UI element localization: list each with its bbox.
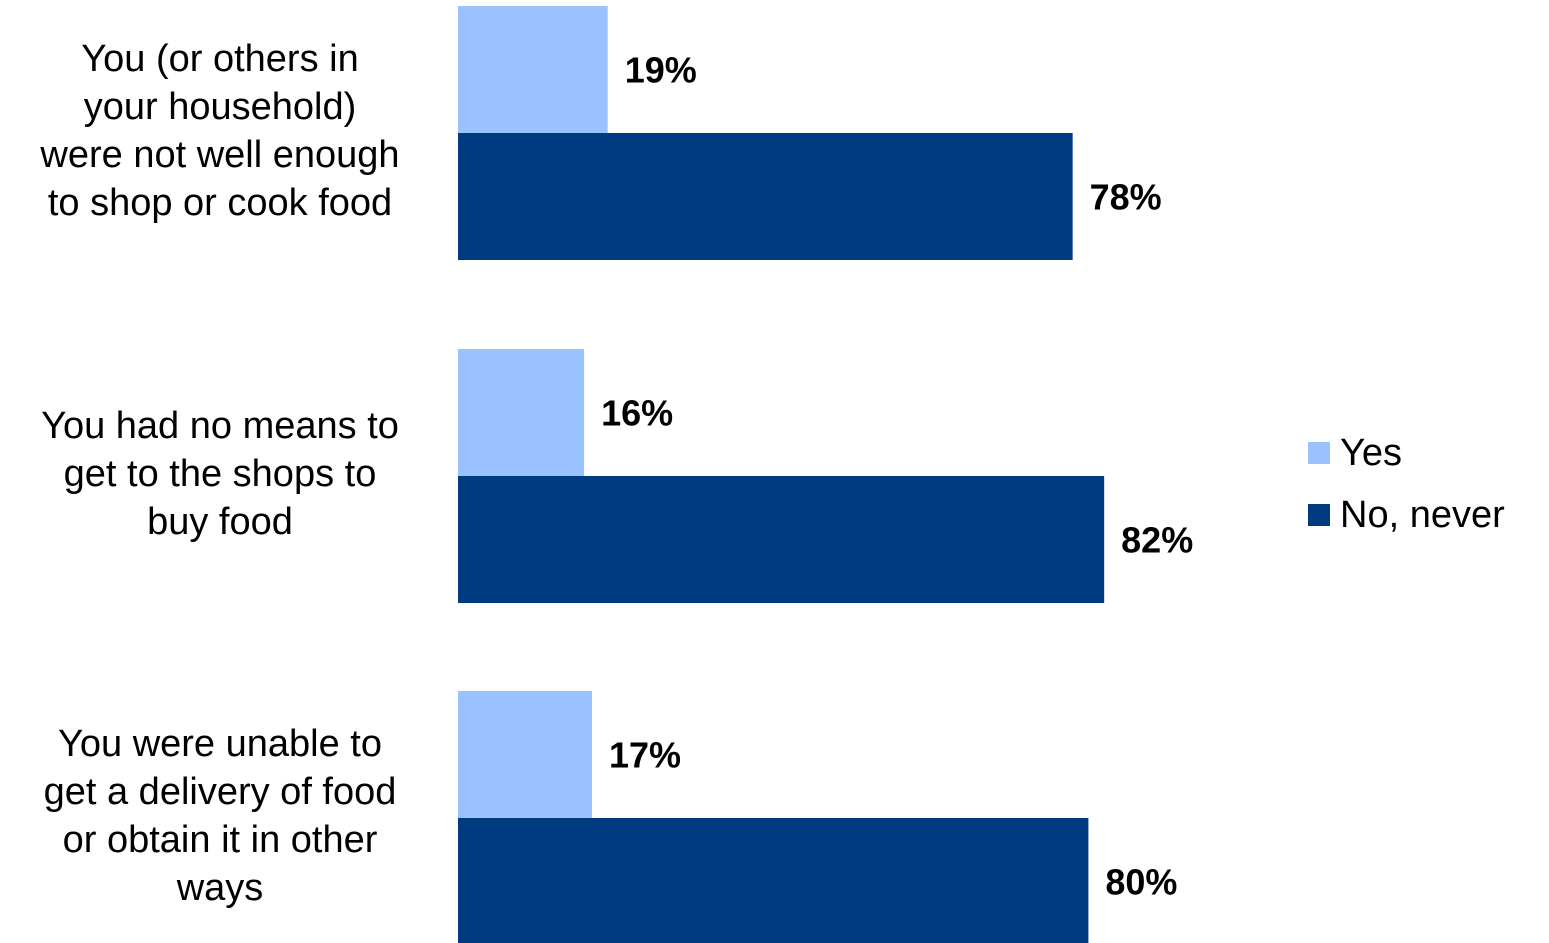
legend-swatch-no-never: [1308, 504, 1330, 526]
data-label-no-never-1: 82%: [1121, 520, 1193, 561]
category-label-1: You had no means to get to the shops to …: [0, 402, 440, 546]
data-label-no-never-0: 78%: [1090, 177, 1162, 218]
category-label-2-line-2: or obtain it in other: [62, 819, 378, 861]
legend-label-no-never: No, never: [1340, 493, 1505, 536]
category-label-1-line-2: buy food: [147, 501, 293, 543]
category-label-0-line-0: You (or others in: [81, 38, 359, 80]
category-label-1-line-0: You had no means to: [41, 405, 399, 447]
legend-label-yes: Yes: [1340, 431, 1402, 474]
bar-yes-1: [458, 349, 585, 476]
bar-no-never-2: [458, 818, 1089, 943]
bar-yes-0: [458, 6, 608, 133]
category-label-2: You were unable to get a delivery of foo…: [0, 720, 440, 912]
category-label-0-line-1: your household): [83, 86, 357, 128]
category-label-0-line-3: to shop or cook food: [47, 182, 393, 224]
data-label-yes-0: 19%: [625, 50, 697, 91]
bar-yes-2: [458, 691, 592, 818]
category-label-0: You (or others in your household) were n…: [0, 35, 440, 227]
legend-item-no-never: No, never: [1308, 484, 1505, 546]
data-label-yes-2: 17%: [609, 735, 681, 776]
data-label-yes-1: 16%: [601, 393, 673, 434]
category-label-2-line-0: You were unable to: [58, 723, 382, 765]
data-label-no-never-2: 80%: [1105, 862, 1177, 903]
category-label-2-line-3: ways: [176, 867, 264, 909]
legend-swatch-yes: [1308, 442, 1330, 464]
legend: Yes No, never: [1308, 422, 1505, 546]
bar-no-never-0: [458, 133, 1073, 260]
legend-item-yes: Yes: [1308, 422, 1505, 484]
bar-no-never-1: [458, 476, 1105, 603]
category-label-1-line-1: get to the shops to: [63, 453, 377, 495]
category-label-0-line-2: were not well enough: [40, 134, 400, 176]
category-label-2-line-1: get a delivery of food: [43, 771, 397, 813]
